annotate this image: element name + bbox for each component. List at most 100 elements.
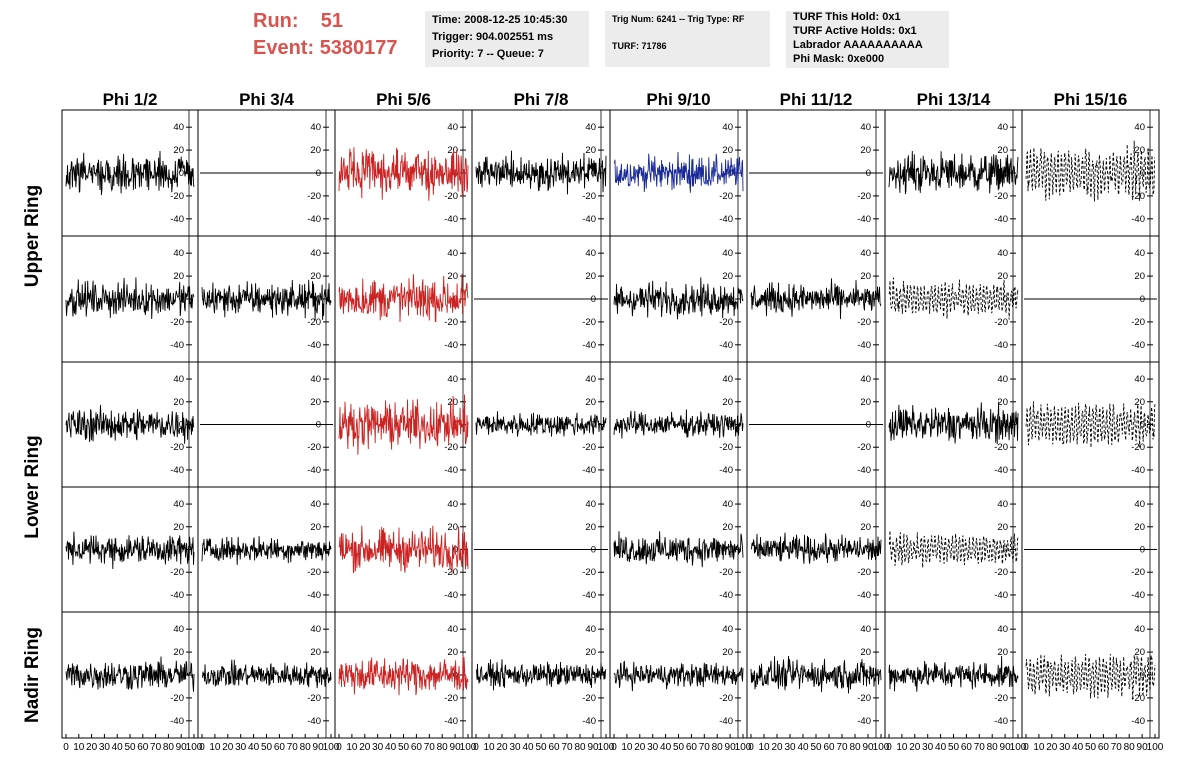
ytick-label: 0: [1140, 420, 1145, 431]
ytick-label: 20: [860, 145, 871, 156]
xtick-label: 70: [836, 742, 848, 753]
ytick-label: -40: [1131, 465, 1145, 476]
xtick-label: 100: [460, 742, 477, 753]
trig-num-line: Trig Num: 6241 -- Trig Type: RF: [612, 14, 745, 24]
ytick-label: 40: [860, 374, 871, 385]
xtick-label: 30: [372, 742, 384, 753]
ytick-label: -20: [307, 317, 321, 328]
ytick-label: -20: [582, 317, 596, 328]
ytick-label: -40: [307, 214, 321, 225]
ytick-label: -40: [719, 340, 733, 351]
waveform-trace: [65, 277, 195, 320]
ytick-label: -40: [170, 716, 184, 727]
ytick-label: 0: [179, 420, 184, 431]
xtick-label: 0: [63, 742, 69, 753]
xtick-label: 30: [922, 742, 934, 753]
xtick-label: 100: [1147, 742, 1164, 753]
ytick-label: -20: [1131, 191, 1145, 202]
xtick-label: 80: [1124, 742, 1136, 753]
xtick-label: 0: [473, 742, 479, 753]
ytick-label: 20: [447, 522, 458, 533]
phi-title-7: Phi 13/14: [917, 90, 991, 109]
ring-label-1: Lower Ring: [22, 435, 43, 538]
ytick-label: 20: [310, 647, 321, 658]
xtick-label: 10: [758, 742, 770, 753]
ytick-label: -40: [719, 716, 733, 727]
ytick-label: -40: [444, 465, 458, 476]
ytick-label: -20: [1131, 693, 1145, 704]
waveform-trace: [1025, 140, 1156, 202]
xtick-label: 40: [248, 742, 260, 753]
ytick-label: -20: [307, 693, 321, 704]
waveform-trace: [750, 532, 882, 564]
ytick-label: 40: [860, 624, 871, 635]
xtick-label: 80: [300, 742, 312, 753]
ytick-label: 20: [447, 647, 458, 658]
xtick-label: 40: [522, 742, 534, 753]
ytick-label: 20: [722, 397, 733, 408]
ytick-label: 40: [860, 122, 871, 133]
xtick-label: 20: [496, 742, 508, 753]
ring-label-2: Nadir Ring: [22, 627, 43, 723]
ytick-label: 20: [997, 522, 1008, 533]
xtick-label: 20: [771, 742, 783, 753]
ytick-label: -20: [582, 693, 596, 704]
xtick-label: 0: [1023, 742, 1029, 753]
xtick-label: 40: [1072, 742, 1084, 753]
ytick-label: -40: [994, 214, 1008, 225]
ytick-label: 40: [1134, 374, 1145, 385]
priority-line: Priority: 7 -- Queue: 7: [432, 48, 544, 60]
ytick-label: -20: [857, 317, 871, 328]
ytick-label: 20: [310, 522, 321, 533]
xtick-label: 90: [450, 742, 462, 753]
xtick-label: 0: [886, 742, 892, 753]
xtick-label: 10: [621, 742, 633, 753]
phi-title-4: Phi 7/8: [514, 90, 569, 109]
waveform-trace: [888, 530, 1019, 568]
waveform-trace: [338, 525, 469, 574]
waveform-trace: [65, 531, 195, 570]
trigger-line: Trigger: 904.002551 ms: [432, 31, 554, 43]
ytick-label: 0: [866, 294, 871, 305]
ytick-label: -40: [857, 590, 871, 601]
ytick-label: -40: [994, 465, 1008, 476]
xtick-label: 10: [1033, 742, 1045, 753]
phi-title-2: Phi 3/4: [239, 90, 294, 109]
run-event-block: Run: 51 Event: 5380177: [253, 8, 423, 62]
waveform-trace: [888, 401, 1019, 445]
xtick-label: 80: [437, 742, 449, 753]
ytick-label: -20: [719, 693, 733, 704]
xtick-label: 60: [548, 742, 560, 753]
ytick-label: 20: [1134, 271, 1145, 282]
ytick-label: 40: [310, 499, 321, 510]
ytick-label: -20: [857, 442, 871, 453]
ytick-label: 20: [585, 271, 596, 282]
ytick-label: 40: [585, 374, 596, 385]
waveform-trace: [613, 151, 744, 193]
ytick-label: -40: [444, 590, 458, 601]
run-value: 51: [320, 10, 344, 32]
ytick-label: 40: [722, 122, 733, 133]
ring-label-0: Upper Ring: [22, 185, 43, 287]
ytick-label: 40: [585, 122, 596, 133]
ytick-label: -40: [719, 465, 733, 476]
time-line: Time: 2008-12-25 10:45:30: [432, 14, 568, 26]
ytick-label: 40: [447, 248, 458, 259]
ytick-label: 40: [310, 374, 321, 385]
ytick-label: 0: [1003, 294, 1008, 305]
ytick-label: -40: [857, 214, 871, 225]
ytick-label: -40: [582, 214, 596, 225]
run-line: Run: 51: [253, 8, 423, 35]
xtick-label: 50: [535, 742, 547, 753]
xtick-label: 60: [686, 742, 698, 753]
waveform-trace: [65, 656, 195, 692]
waveform-trace: [201, 536, 332, 565]
xtick-label: 80: [712, 742, 724, 753]
xtick-label: 20: [634, 742, 646, 753]
ytick-label: -20: [444, 191, 458, 202]
ytick-label: 20: [173, 145, 184, 156]
ytick-label: 20: [585, 647, 596, 658]
ytick-label: 20: [585, 522, 596, 533]
waveform-trace: [475, 150, 607, 195]
xtick-label: 100: [735, 742, 752, 753]
